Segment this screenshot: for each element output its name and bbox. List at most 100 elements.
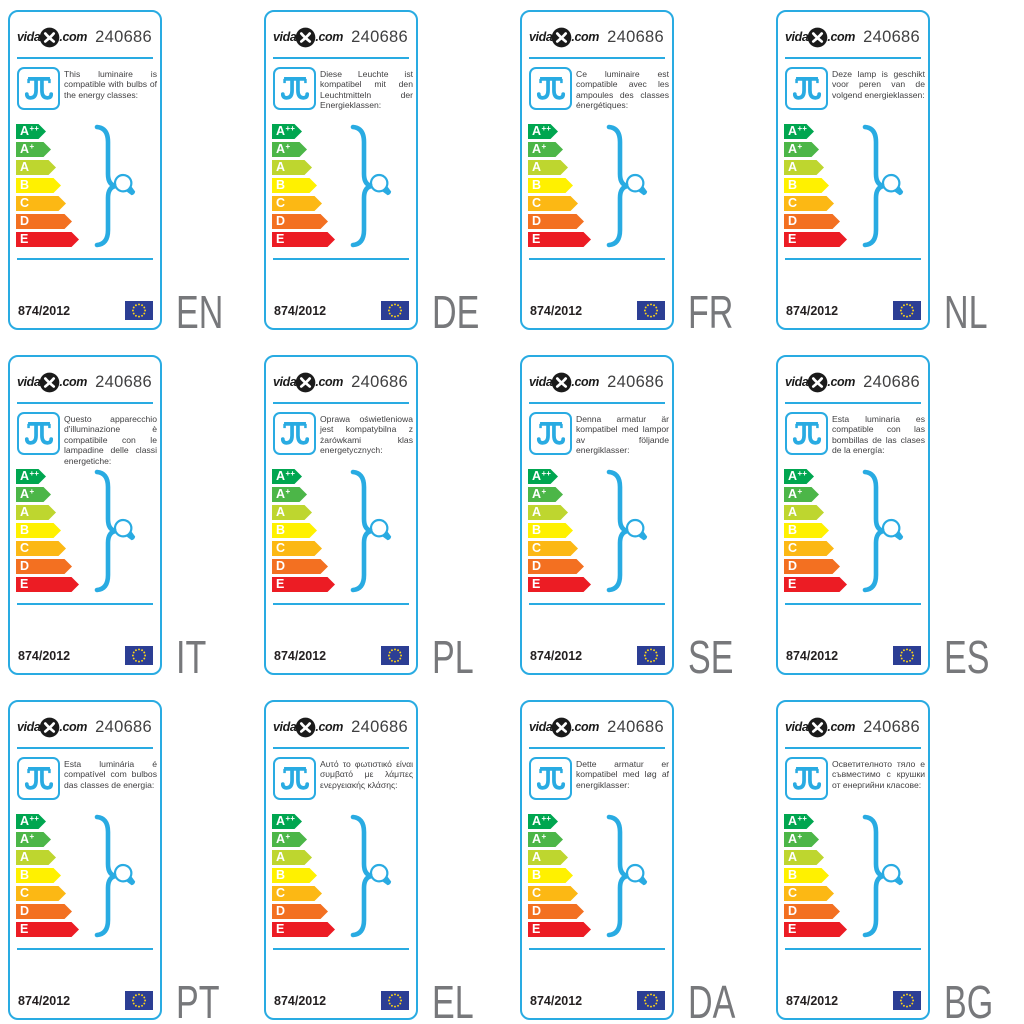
compatibility-text: Dette armatur er kompatibel med løg af e…	[576, 759, 669, 790]
energy-class-arrow-c: C	[784, 886, 834, 901]
energy-class-arrow-a++: A ++	[16, 124, 46, 139]
divider-bottom	[785, 948, 921, 950]
eu-flag-icon	[893, 991, 921, 1010]
compatibility-text: Αυτό το φωτιστικό είναι συμβατό με λάμπε…	[320, 759, 413, 790]
energy-class-arrow-a: A	[272, 160, 312, 175]
compatibility-row: Осветителното тяло е съвместимо с крушки…	[785, 757, 925, 800]
label-header: vida .com 240686	[273, 25, 408, 49]
pendant-luminaire-icon	[17, 67, 60, 110]
energy-class-arrow-c: C	[784, 541, 834, 556]
energy-label-card: vida .com 240686	[776, 355, 930, 675]
energy-class-arrow-b: B	[16, 523, 61, 538]
label-footer: 874/2012	[18, 991, 153, 1010]
regulation-number: 874/2012	[274, 993, 327, 1008]
energy-class-scale: A ++ A + A B C D E	[16, 814, 79, 940]
energy-class-arrow-a: A	[272, 850, 312, 865]
language-code: DE	[432, 286, 480, 338]
divider-top	[785, 747, 921, 749]
label-header: vida .com 240686	[785, 25, 920, 49]
brand-suffix: .com	[59, 375, 87, 389]
energy-label-card: vida .com 240686	[776, 10, 930, 330]
energy-class-arrow-a++: A ++	[16, 469, 46, 484]
compatibility-row: Deze lamp is geschikt voor peren van de …	[785, 67, 925, 110]
light-bulb-icon	[113, 173, 136, 196]
energy-class-arrow-b: B	[784, 178, 829, 193]
brand-suffix: .com	[571, 720, 599, 734]
regulation-number: 874/2012	[274, 303, 327, 318]
label-header: vida .com 240686	[785, 715, 920, 739]
label-footer: 874/2012	[786, 646, 921, 665]
light-bulb-icon	[625, 863, 648, 886]
product-number: 240686	[351, 27, 408, 46]
energy-class-arrow-e: E	[784, 577, 847, 592]
label-header: vida .com 240686	[17, 715, 152, 739]
divider-bottom	[17, 258, 153, 260]
energy-class-arrow-a++: A ++	[16, 814, 46, 829]
energy-label-card: vida .com 240686	[776, 700, 930, 1020]
energy-class-arrow-a: A	[528, 160, 568, 175]
vidaxl-monogram-icon	[296, 372, 316, 392]
energy-class-arrow-d: D	[272, 559, 328, 574]
energy-label-cell: vida .com 240686	[512, 355, 768, 680]
energy-class-arrow-d: D	[272, 904, 328, 919]
vidaxl-logo: vida .com	[273, 27, 343, 48]
regulation-number: 874/2012	[18, 648, 71, 663]
light-bulb-icon	[369, 863, 392, 886]
brand-suffix: .com	[315, 375, 343, 389]
pendant-luminaire-icon	[529, 412, 572, 455]
eu-flag-icon	[125, 301, 153, 320]
label-footer: 874/2012	[530, 646, 665, 665]
compatibility-row: Oprawa oświetleniowa jest kompatybilna z…	[273, 412, 413, 456]
compatibility-text: Questo apparecchio d'illuminazione è com…	[64, 414, 157, 466]
energy-class-arrow-a++: A ++	[784, 814, 814, 829]
energy-label-cell: vida .com 240686	[0, 700, 256, 1024]
label-footer: 874/2012	[18, 301, 153, 320]
product-number: 240686	[351, 372, 408, 391]
eu-flag-icon	[637, 301, 665, 320]
brand-prefix: vida	[17, 375, 41, 389]
energy-class-arrow-e: E	[528, 577, 591, 592]
energy-class-scale: A ++ A + A B C D E	[784, 469, 847, 595]
pendant-luminaire-icon	[785, 757, 828, 800]
energy-class-arrow-a+: A +	[528, 142, 563, 157]
label-header: vida .com 240686	[273, 370, 408, 394]
energy-class-arrow-b: B	[16, 868, 61, 883]
label-footer: 874/2012	[274, 991, 409, 1010]
divider-top	[529, 747, 665, 749]
energy-class-scale: A ++ A + A B C D E	[528, 124, 591, 250]
energy-label-cell: vida .com 240686	[768, 10, 1024, 335]
energy-class-arrow-a++: A ++	[272, 814, 302, 829]
energy-class-scale: A ++ A + A B C D E	[528, 469, 591, 595]
regulation-number: 874/2012	[786, 993, 839, 1008]
vidaxl-monogram-icon	[808, 372, 828, 392]
energy-class-arrow-a: A	[784, 160, 824, 175]
energy-class-arrow-b: B	[528, 178, 573, 193]
energy-class-arrow-d: D	[16, 904, 72, 919]
vidaxl-monogram-icon	[40, 717, 60, 737]
vidaxl-monogram-icon	[296, 717, 316, 737]
energy-label-card: vida .com 240686	[520, 10, 674, 330]
divider-top	[273, 747, 409, 749]
language-code: ES	[944, 631, 990, 683]
brand-suffix: .com	[59, 30, 87, 44]
label-header: vida .com 240686	[17, 25, 152, 49]
energy-class-arrow-c: C	[16, 886, 66, 901]
energy-class-arrow-a: A	[16, 850, 56, 865]
energy-label-cell: vida .com 240686	[768, 700, 1024, 1024]
energy-label-card: vida .com 240686	[8, 10, 162, 330]
brand-suffix: .com	[827, 720, 855, 734]
energy-class-arrow-a+: A +	[528, 832, 563, 847]
brand-prefix: vida	[785, 720, 809, 734]
eu-flag-icon	[893, 646, 921, 665]
eu-flag-icon	[381, 301, 409, 320]
vidaxl-logo: vida .com	[785, 27, 855, 48]
brand-prefix: vida	[529, 30, 553, 44]
energy-class-arrow-e: E	[16, 922, 79, 937]
energy-class-arrow-c: C	[784, 196, 834, 211]
compatibility-text: Esta luminária é compatível com bulbos d…	[64, 759, 157, 790]
energy-label-cell: vida .com 240686	[512, 700, 768, 1024]
brand-prefix: vida	[273, 720, 297, 734]
brand-suffix: .com	[571, 30, 599, 44]
energy-class-arrow-c: C	[528, 541, 578, 556]
